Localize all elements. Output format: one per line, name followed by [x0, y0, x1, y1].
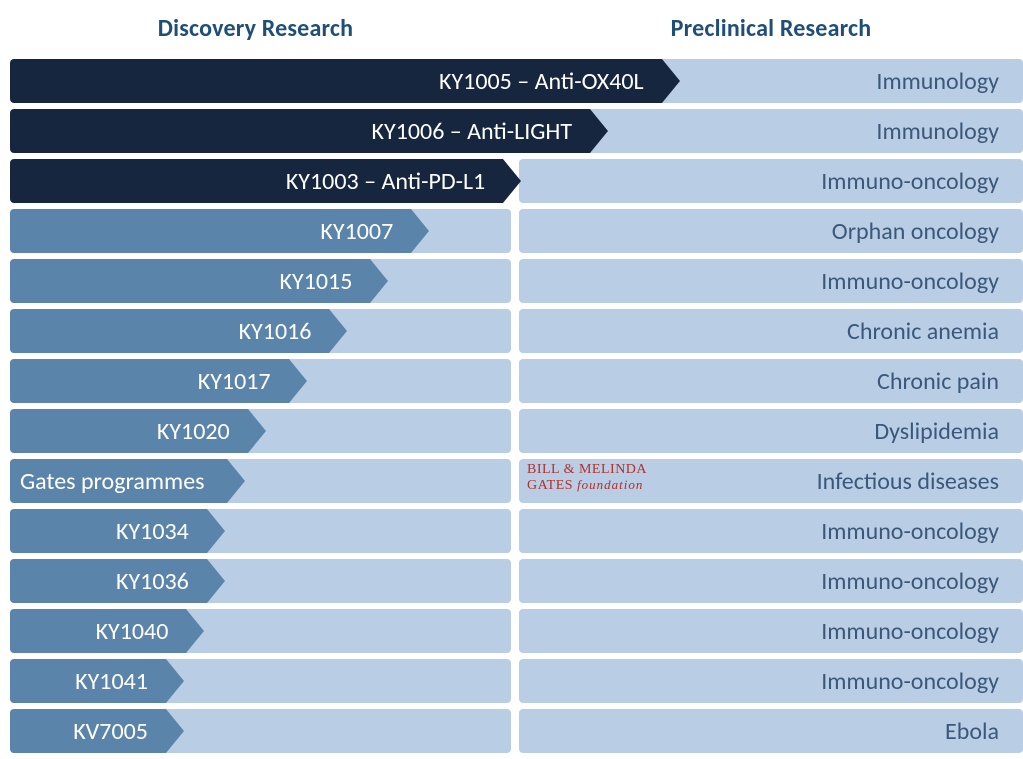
category-cell: Immuno-oncology	[519, 659, 1023, 703]
gates-foundation-logo: BILL & MELINDAGATES foundation	[527, 463, 647, 493]
discovery-row: KY1005 – Anti-OX40L	[0, 59, 511, 103]
pipeline-bar-label: KY1020	[157, 417, 230, 446]
pipeline-bar: Gates programmes	[10, 459, 245, 503]
discovery-row: KY1040	[0, 609, 511, 653]
pipeline-bar: KY1016	[10, 309, 347, 353]
pipeline-bar: KY1005 – Anti-OX40L	[10, 59, 680, 103]
discovery-row: KY1020	[0, 409, 511, 453]
category-label: Immuno-oncology	[821, 567, 1005, 596]
arrow-tip-icon	[590, 109, 608, 153]
pipeline-bar-label: KY1005 – Anti-OX40L	[439, 67, 644, 96]
discovery-row: KY1034	[0, 509, 511, 553]
category-label: Dyslipidemia	[874, 417, 1005, 446]
arrow-tip-icon	[248, 409, 266, 453]
pipeline-bar-label: KV7005	[73, 717, 148, 746]
pipeline-bar: KY1036	[10, 559, 225, 603]
discovery-row: KY1007	[0, 209, 511, 253]
arrow-tip-icon	[227, 459, 245, 503]
category-label: Immuno-oncology	[821, 267, 1005, 296]
arrow-tip-icon	[207, 559, 225, 603]
arrow-tip-icon	[411, 209, 429, 253]
pipeline-bar: KY1007	[10, 209, 429, 253]
category-label: Immuno-oncology	[821, 667, 1005, 696]
pipeline-bar-label: KY1007	[320, 217, 393, 246]
category-cell: Immuno-oncology	[519, 609, 1023, 653]
pipeline-chart: Discovery Research KY1005 – Anti-OX40LKY…	[0, 0, 1023, 759]
pipeline-bar-label: KY1006 – Anti-LIGHT	[372, 117, 573, 146]
category-label: Ebola	[945, 717, 1005, 746]
category-label: Chronic anemia	[847, 317, 1005, 346]
pipeline-bar-label: KY1003 – Anti-PD-L1	[286, 167, 485, 196]
preclinical-header: Preclinical Research	[519, 0, 1023, 59]
category-label: Immuno-oncology	[821, 517, 1005, 546]
pipeline-bar-label: KY1034	[116, 517, 189, 546]
discovery-header: Discovery Research	[0, 0, 511, 59]
arrow-tip-icon	[289, 359, 307, 403]
category-cell: Immuno-oncology	[519, 159, 1023, 203]
arrow-tip-icon	[166, 709, 184, 753]
category-label: Immunology	[876, 117, 1005, 146]
discovery-row: KY1006 – Anti-LIGHT	[0, 109, 511, 153]
category-cell: Chronic pain	[519, 359, 1023, 403]
logo-line1: BILL & MELINDA	[527, 462, 647, 477]
discovery-row: KY1003 – Anti-PD-L1	[0, 159, 511, 203]
discovery-row: KY1016	[0, 309, 511, 353]
arrow-tip-icon	[503, 159, 521, 203]
discovery-row: KV7005	[0, 709, 511, 753]
category-cell: Ebola	[519, 709, 1023, 753]
pipeline-bar: KV7005	[10, 709, 184, 753]
arrow-tip-icon	[186, 609, 204, 653]
pipeline-bar-label: KY1016	[239, 317, 312, 346]
category-label: Immuno-oncology	[821, 617, 1005, 646]
pipeline-bar-label: KY1041	[75, 667, 148, 696]
category-cell: Immuno-oncology	[519, 259, 1023, 303]
arrow-tip-icon	[166, 659, 184, 703]
arrow-tip-icon	[207, 509, 225, 553]
pipeline-bar-label: KY1036	[116, 567, 189, 596]
pipeline-bar: KY1003 – Anti-PD-L1	[10, 159, 521, 203]
pipeline-bar: KY1015	[10, 259, 388, 303]
pipeline-bar: KY1017	[10, 359, 307, 403]
discovery-row: KY1036	[0, 559, 511, 603]
pipeline-bar: KY1020	[10, 409, 266, 453]
arrow-tip-icon	[329, 309, 347, 353]
category-label: Orphan oncology	[832, 217, 1005, 246]
pipeline-bar-label: KY1015	[280, 267, 353, 296]
category-cell: Dyslipidemia	[519, 409, 1023, 453]
category-cell: BILL & MELINDAGATES foundation Infectious…	[519, 459, 1023, 503]
discovery-column: Discovery Research KY1005 – Anti-OX40L KY…	[0, 0, 511, 759]
arrow-tip-icon	[662, 59, 680, 103]
category-label: Infectious diseases	[817, 467, 1005, 496]
pipeline-bar-label: Gates programmes	[20, 467, 205, 496]
logo-line3: foundation	[577, 477, 643, 492]
discovery-row: KY1017	[0, 359, 511, 403]
discovery-row: KY1041	[0, 659, 511, 703]
discovery-row: Gates programmes	[0, 459, 511, 503]
arrow-tip-icon	[370, 259, 388, 303]
category-label: Immunology	[876, 67, 1005, 96]
category-cell: Orphan oncology	[519, 209, 1023, 253]
pipeline-bar-label: KY1040	[96, 617, 169, 646]
discovery-row: KY1015	[0, 259, 511, 303]
category-label: Immuno-oncology	[821, 167, 1005, 196]
category-cell: Immuno-oncology	[519, 509, 1023, 553]
pipeline-bar-label: KY1017	[198, 367, 271, 396]
pipeline-bar: KY1040	[10, 609, 204, 653]
pipeline-bar: KY1006 – Anti-LIGHT	[10, 109, 608, 153]
category-label: Chronic pain	[877, 367, 1005, 396]
category-cell: Chronic anemia	[519, 309, 1023, 353]
logo-line2: GATES	[527, 478, 573, 493]
pipeline-bar: KY1041	[10, 659, 184, 703]
category-cell: Immuno-oncology	[519, 559, 1023, 603]
pipeline-bar: KY1034	[10, 509, 225, 553]
